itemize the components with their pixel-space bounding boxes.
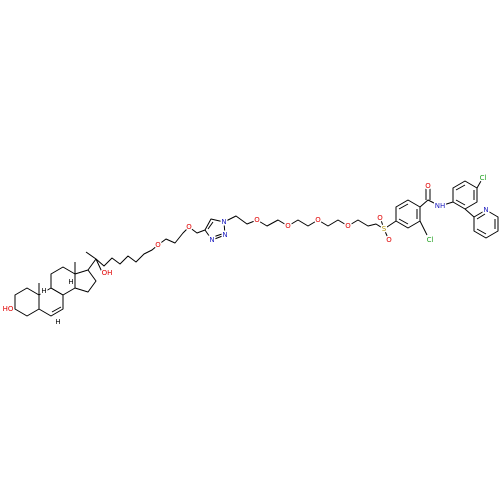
atom-label: NH [435, 202, 446, 210]
atom-label: O [186, 223, 192, 231]
bond [380, 219, 385, 230]
chain [87, 226, 206, 271]
bond [95, 258, 103, 273]
double-bond [476, 228, 487, 235]
double-bond [51, 306, 62, 313]
double-bond [455, 199, 466, 206]
triazole [204, 218, 226, 241]
pyridine [473, 209, 499, 239]
atom-label: N [222, 231, 227, 239]
ring [452, 180, 478, 210]
double-bond [207, 221, 214, 230]
double-bond [212, 233, 223, 238]
bond [419, 220, 428, 236]
bond [419, 199, 454, 208]
atom-label: O [254, 216, 260, 224]
atom-label: O [386, 236, 392, 244]
atom-label: H [55, 318, 60, 326]
double-bond [455, 184, 466, 191]
bond [476, 180, 482, 189]
atom-label: H [68, 278, 73, 286]
atom-label: O [377, 214, 383, 222]
bonds [14, 180, 499, 317]
double-bond [476, 213, 486, 220]
bond [383, 228, 389, 239]
atom-label: Cl [480, 174, 487, 182]
atom-label: N [483, 206, 488, 214]
atom-label: O [155, 241, 161, 249]
atom-label: N [209, 236, 214, 244]
atom-label: HO [3, 305, 14, 313]
atom-label: Cl [427, 236, 434, 244]
atom-label: O [315, 216, 321, 224]
ring-a [14, 287, 40, 317]
atom-label: O [425, 182, 431, 190]
atom-label: S [382, 225, 387, 233]
atom-label: O [345, 222, 351, 230]
double-bond [398, 203, 409, 210]
atom-label: H [41, 287, 46, 295]
atom-label: O [285, 222, 291, 230]
methyl [85, 251, 97, 260]
double-bond [398, 218, 409, 225]
ring-d [74, 269, 97, 293]
bond [464, 208, 475, 218]
chain [223, 215, 397, 230]
atom-label: OH [102, 269, 113, 277]
atom-label: N [221, 218, 226, 226]
